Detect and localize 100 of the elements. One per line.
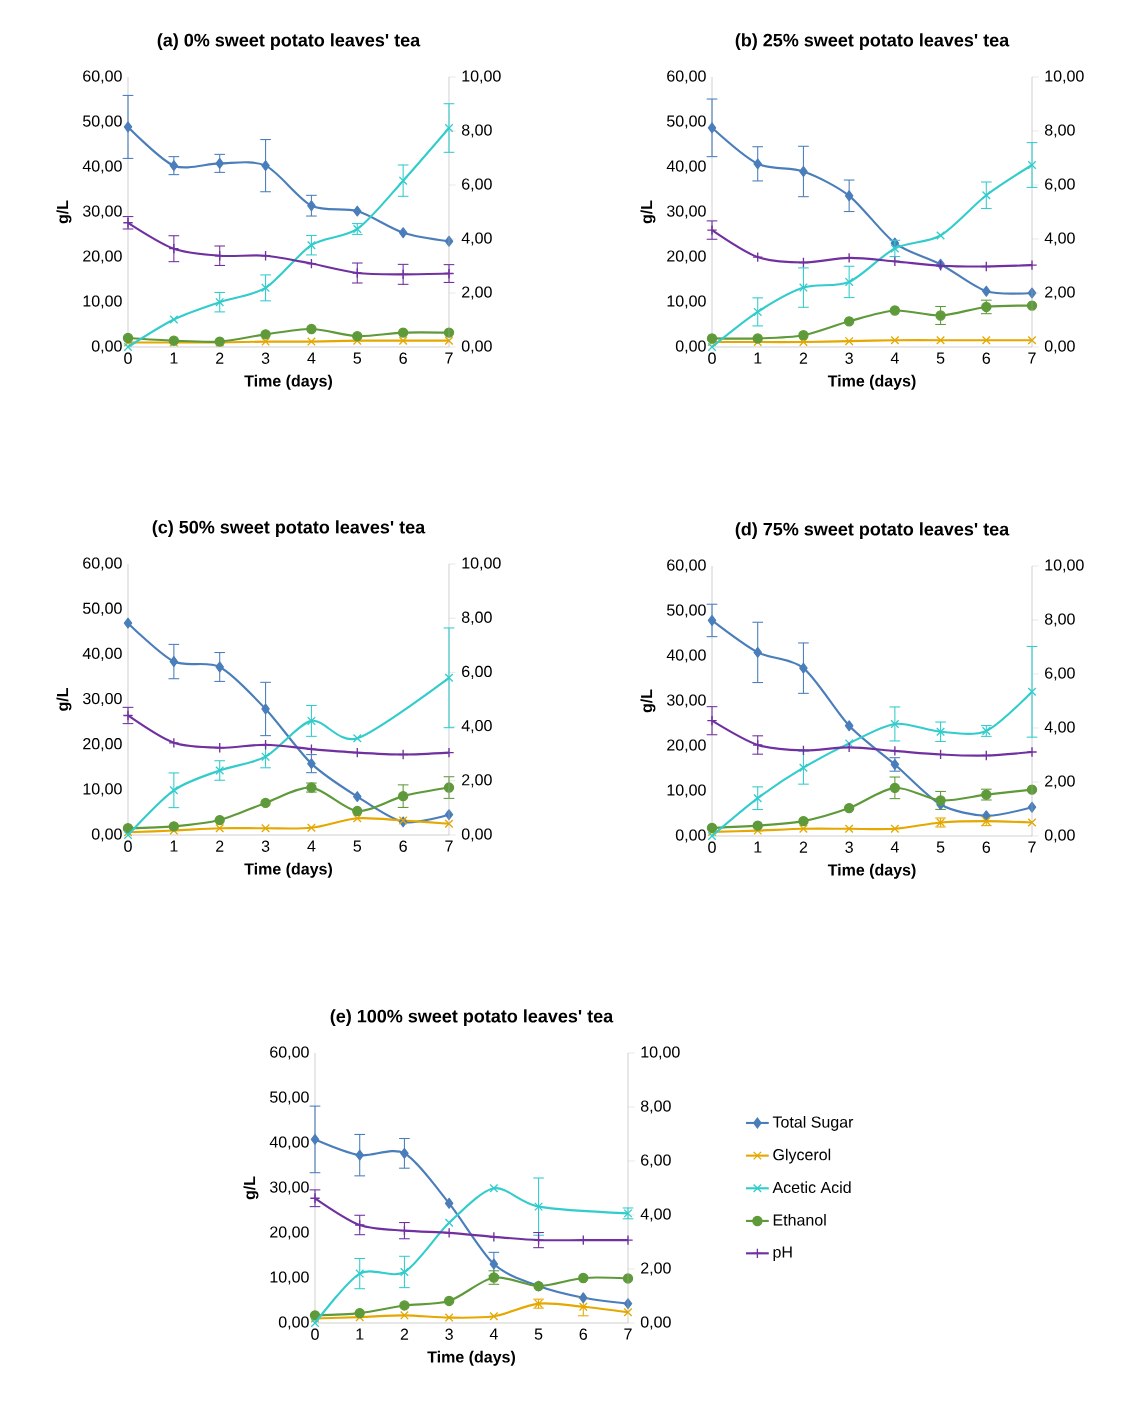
y-tick-label: 50,00 — [667, 604, 706, 618]
y2-tick-label: 0,00 — [1044, 340, 1075, 354]
y-axis-title: g/L — [56, 687, 72, 711]
x-tick-label: 6 — [399, 840, 407, 852]
y-tick-label: 60,00 — [83, 557, 122, 571]
y-tick-label: 50,00 — [667, 115, 706, 129]
legend-label: Total Sugar — [772, 1115, 854, 1131]
y-tick-label: 10,00 — [667, 295, 706, 309]
chart-title: (b) 25% sweet potato leaves' tea — [735, 33, 1010, 51]
y-tick-label: 0,00 — [675, 340, 706, 354]
y-axis-title: g/L — [640, 200, 656, 224]
y2-tick-label: 8,00 — [640, 1100, 671, 1114]
x-axis-title: Time (days) — [827, 374, 916, 390]
x-tick-label: 4 — [890, 841, 899, 853]
legend-label: Acetic Acid — [772, 1181, 851, 1194]
y2-tick-label: 6,00 — [462, 665, 492, 679]
legend-label: pH — [773, 1246, 792, 1261]
y2-tick-label: 10,00 — [1045, 70, 1084, 84]
y-tick-label: 0,00 — [91, 828, 122, 842]
y-tick-label: 50,00 — [270, 1091, 309, 1105]
x-tick-label: 5 — [936, 352, 945, 364]
y2-tick-label: 2,00 — [641, 1262, 671, 1276]
y-tick-label: 30,00 — [666, 205, 706, 219]
y2-tick-label: 2,00 — [462, 286, 492, 300]
y2-tick-label: 2,00 — [462, 774, 492, 788]
x-axis-title: Time (days) — [827, 863, 916, 879]
x-tick-label: 5 — [353, 352, 362, 364]
y2-tick-label: 10,00 — [641, 1046, 680, 1060]
x-tick-label: 3 — [845, 841, 853, 853]
y2-tick-label: 0,00 — [640, 1316, 671, 1330]
x-tick-label: 7 — [1028, 841, 1036, 853]
y2-tick-label: 2,00 — [1045, 775, 1075, 789]
x-tick-label: 3 — [261, 352, 270, 364]
x-tick-label: 4 — [307, 840, 316, 852]
y-tick-label: 0,00 — [91, 340, 122, 354]
y2-tick-label: 8,00 — [461, 124, 492, 138]
y-tick-label: 30,00 — [82, 692, 122, 707]
x-tick-label: 2 — [799, 352, 808, 364]
y-tick-label: 20,00 — [83, 738, 122, 752]
y-tick-label: 20,00 — [667, 250, 706, 264]
x-axis-title: Time (days) — [244, 374, 332, 390]
x-tick-label: 3 — [845, 352, 853, 364]
y2-tick-label: 10,00 — [462, 557, 501, 571]
y2-tick-label: 6,00 — [1045, 667, 1075, 681]
chart-title: (a) 0% sweet potato leaves' tea — [157, 33, 421, 51]
y2-tick-label: 10,00 — [1045, 559, 1084, 573]
legend-label: Ethanol — [773, 1213, 826, 1226]
y-axis-title: g/L — [56, 200, 72, 224]
x-tick-label: 6 — [579, 1328, 588, 1340]
y-tick-label: 20,00 — [667, 739, 706, 753]
x-tick-label: 0 — [311, 1328, 319, 1340]
y-tick-label: 40,00 — [666, 160, 706, 174]
y-tick-label: 60,00 — [667, 70, 706, 84]
x-tick-label: 5 — [353, 840, 362, 852]
y-tick-label: 60,00 — [270, 1046, 309, 1060]
x-tick-label: 2 — [216, 352, 224, 364]
y2-tick-label: 2,00 — [1045, 286, 1075, 300]
y-tick-label: 10,00 — [270, 1271, 309, 1285]
y2-tick-label: 0,00 — [461, 828, 492, 842]
x-tick-label: 1 — [356, 1328, 364, 1340]
x-tick-label: 3 — [445, 1328, 453, 1340]
chart-title: (d) 75% sweet potato leaves' tea — [735, 522, 1010, 540]
y-tick-label: 40,00 — [82, 160, 122, 174]
y-tick-label: 60,00 — [83, 70, 122, 84]
y-tick-label: 0,00 — [675, 829, 706, 843]
y-tick-label: 30,00 — [82, 205, 122, 219]
x-tick-label: 0 — [708, 352, 716, 364]
x-tick-label: 1 — [170, 840, 178, 852]
x-tick-label: 4 — [489, 1328, 498, 1340]
y2-tick-label: 8,00 — [1044, 613, 1075, 627]
y-tick-label: 40,00 — [269, 1136, 309, 1150]
y-tick-label: 10,00 — [667, 784, 706, 798]
y-axis-title: g/L — [640, 689, 656, 713]
x-tick-label: 0 — [708, 841, 716, 853]
y-tick-label: 10,00 — [83, 295, 122, 309]
y-tick-label: 40,00 — [82, 647, 122, 661]
y2-tick-label: 4,00 — [461, 232, 492, 246]
y2-tick-label: 8,00 — [461, 611, 492, 625]
x-tick-label: 6 — [399, 352, 407, 364]
x-tick-label: 7 — [1028, 352, 1036, 364]
x-axis-title: Time (days) — [427, 1350, 515, 1366]
x-tick-label: 2 — [799, 841, 808, 853]
y2-tick-label: 0,00 — [461, 340, 492, 354]
x-tick-label: 6 — [982, 352, 991, 364]
y-tick-label: 50,00 — [83, 602, 122, 616]
x-tick-label: 3 — [261, 840, 270, 852]
legend-label: Glycerol — [773, 1148, 831, 1164]
x-tick-label: 2 — [400, 1328, 409, 1340]
x-tick-label: 0 — [124, 840, 132, 852]
x-tick-label: 4 — [307, 352, 316, 364]
chart-title: (e) 100% sweet potato leaves' tea — [330, 1009, 614, 1027]
y2-tick-label: 0,00 — [1044, 829, 1075, 843]
y2-tick-label: 6,00 — [462, 178, 492, 192]
y-tick-label: 50,00 — [83, 115, 122, 129]
y-tick-label: 20,00 — [83, 250, 122, 264]
x-tick-label: 1 — [754, 841, 762, 853]
x-tick-label: 7 — [445, 840, 453, 852]
x-tick-label: 5 — [936, 841, 945, 853]
y-tick-label: 20,00 — [270, 1226, 309, 1240]
y-tick-label: 60,00 — [667, 559, 706, 573]
